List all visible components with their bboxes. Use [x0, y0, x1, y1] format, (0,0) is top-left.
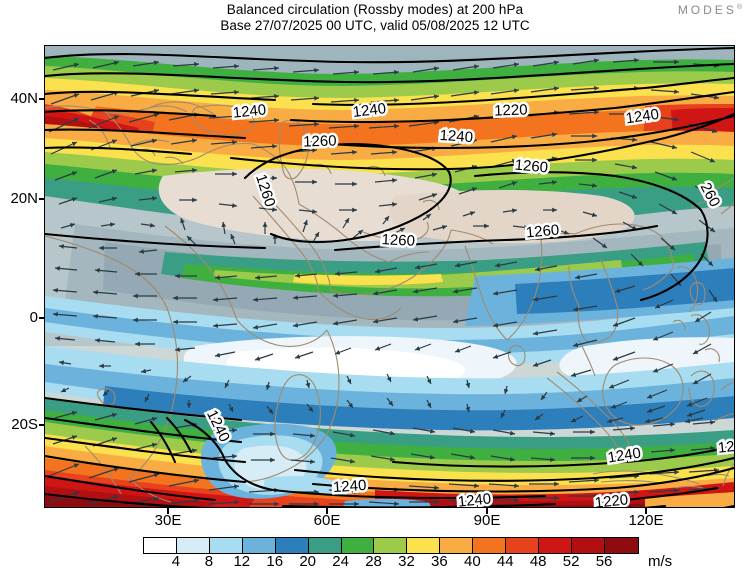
y-tick-label-0: 0 [29, 309, 38, 326]
colorbar [143, 537, 639, 554]
colorbar-tick-16: 16 [266, 553, 284, 570]
x-tick-mark [645, 508, 647, 514]
chart-subtitle: Base 27/07/2025 00 UTC, valid 05/08/2025… [220, 18, 530, 33]
contour-label-halo: 1240 [457, 490, 492, 507]
colorbar-tick-44: 44 [496, 553, 514, 570]
modes-logo: MODES® [678, 3, 742, 17]
colorbar-tick-12: 12 [233, 553, 251, 570]
colorbar-cell-11 [506, 538, 540, 553]
contour-label-1240: 1240 [232, 101, 267, 121]
contour-label-halo: 1260 [303, 132, 337, 150]
x-tick-label-90E: 90E [473, 512, 501, 529]
contour-labels-layer: 1240 1240 1240 1240 1220 1220 1240 1240 1260 1260… [201, 98, 734, 507]
contour-label-1240: 1240 [439, 127, 473, 146]
x-tick-label-60E: 60E [313, 512, 341, 529]
y-tick-mark [39, 317, 45, 319]
y-tick-mark [39, 424, 45, 426]
contour-label-1260: 1260 [303, 132, 337, 150]
x-tick-label-30E: 30E [154, 512, 182, 529]
contour-label-1240: 1240 [457, 490, 492, 507]
map-canvas: 1240 1240 1240 1240 1220 1220 1240 1240 1260 1260… [45, 46, 734, 507]
brand-text: MODES [677, 3, 737, 17]
contour-label-halo: 1220 [594, 491, 629, 507]
contour-label-1220: 1220 [494, 101, 528, 119]
contour-label-halo: 1220 [494, 101, 528, 119]
contour-label-260: 260 [697, 180, 724, 210]
colorbar-tick-56: 56 [595, 553, 613, 570]
colorbar-cell-12 [539, 538, 572, 553]
y-tick-mark [39, 198, 45, 200]
contour-label-1240: 1240 [606, 445, 642, 467]
colorbar-cell-1 [176, 538, 210, 553]
colorbar-cell-9 [440, 538, 474, 553]
contour-label-halo: 1240 [717, 436, 734, 456]
contour-label-1220: 1220 [594, 491, 629, 507]
colorbar-tick-52: 52 [562, 553, 580, 570]
map-plot-area: 1240 1240 1240 1240 1220 1220 1240 1240 1260 1260… [44, 45, 735, 508]
colorbar-cell-7 [374, 538, 408, 553]
contour-label-halo: 1260 [525, 222, 560, 242]
colorbar-cell-4 [275, 538, 309, 553]
contour-label-1260: 1260 [514, 157, 549, 177]
colorbar-tick-28: 28 [365, 553, 382, 570]
colorbar-cell-2 [209, 538, 243, 553]
geopotential-contours-layer [45, 46, 734, 507]
colorbar-cell-10 [473, 538, 507, 553]
colorbar-cell-14 [604, 538, 638, 553]
registered-mark-icon: ® [736, 4, 742, 11]
wind-vectors-layer [48, 57, 720, 507]
x-tick-label-120E: 120E [628, 512, 664, 529]
y-tick-mark [39, 98, 45, 100]
contour-label-1240: 1240 [352, 100, 387, 121]
x-tick-mark [167, 508, 169, 514]
contour-label-halo: 1260 [381, 231, 415, 250]
colorbar-cell-6 [341, 538, 375, 553]
colorbar-tick-8: 8 [204, 553, 214, 570]
contour-label-1240: 1240 [203, 407, 233, 444]
x-tick-mark [486, 508, 488, 514]
colorbar-tick-32: 32 [398, 553, 415, 570]
y-tick-label-40N: 40N [10, 90, 38, 107]
contour-label-1260: 1260 [525, 222, 560, 242]
contour-label-halo: 1260 [514, 157, 549, 177]
y-tick-label-20S: 20S [11, 416, 38, 433]
contour-label-1260: 1260 [252, 172, 278, 209]
coastlines-layer [45, 101, 734, 503]
colorbar-cell-8 [407, 538, 441, 553]
colorbar-cell-5 [308, 538, 342, 553]
y-tick-label-20N: 20N [10, 190, 38, 207]
colorbar-tick-4: 4 [171, 553, 181, 570]
colorbar-tick-40: 40 [463, 553, 481, 570]
chart-title-block: Balanced circulation (Rossby modes) at 2… [0, 2, 750, 34]
colorbar-tick-20: 20 [299, 553, 316, 570]
contour-label-1240: 1240 [332, 477, 366, 496]
colorbar-cell-3 [242, 538, 276, 553]
contour-label-1240: 1240 [625, 106, 660, 127]
colorbar-tick-48: 48 [529, 553, 547, 570]
contour-label-1240: 1240 [717, 436, 734, 456]
colorbar-cell-13 [571, 538, 605, 553]
chart-title: Balanced circulation (Rossby modes) at 2… [226, 2, 524, 17]
colorbar-tick-36: 36 [431, 553, 448, 570]
wind-speed-shading-layer [45, 46, 734, 507]
colorbar-unit-label: m/s [648, 553, 673, 570]
contour-label-halo: 1240 [439, 127, 473, 146]
colorbar-tick-24: 24 [332, 553, 349, 570]
colorbar-cell-0 [144, 538, 177, 553]
x-tick-mark [326, 508, 328, 514]
contour-label-1260: 1260 [381, 231, 415, 250]
